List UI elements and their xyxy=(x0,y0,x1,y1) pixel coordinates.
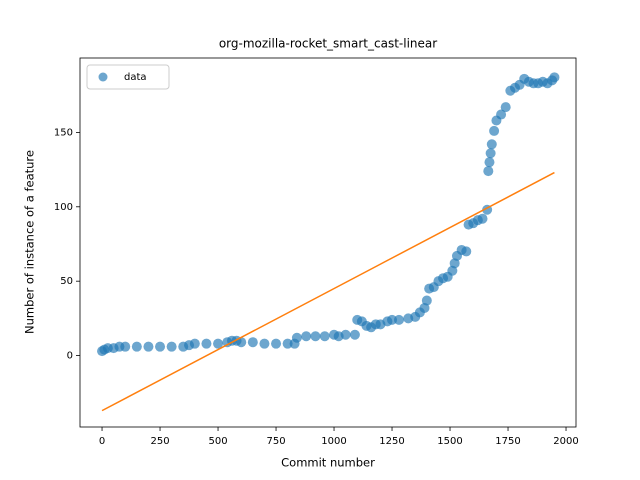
data-point xyxy=(421,295,432,306)
data-point xyxy=(483,166,494,177)
data-point xyxy=(247,337,258,348)
y-tick-label: 100 xyxy=(54,202,73,213)
data-point xyxy=(489,125,500,136)
data-point xyxy=(259,338,270,349)
data-point xyxy=(549,72,560,83)
data-point xyxy=(387,314,398,325)
data-point xyxy=(155,341,166,352)
data-point xyxy=(143,341,154,352)
y-tick-label: 0 xyxy=(67,351,73,362)
x-tick-label: 1750 xyxy=(495,436,520,447)
legend-label: data xyxy=(124,72,147,83)
x-axis-label: Commit number xyxy=(281,456,375,470)
x-tick-label: 500 xyxy=(208,436,227,447)
y-axis-label: Number of instance of a feature xyxy=(23,150,37,334)
y-tick-label: 150 xyxy=(54,127,73,138)
data-point xyxy=(500,102,511,113)
data-point xyxy=(166,341,177,352)
data-point xyxy=(201,338,212,349)
data-point xyxy=(484,157,495,168)
data-point xyxy=(340,329,351,340)
x-tick-label: 1250 xyxy=(379,436,404,447)
data-point xyxy=(393,314,404,325)
data-point xyxy=(282,338,293,349)
x-tick-label: 1500 xyxy=(437,436,462,447)
data-point xyxy=(291,332,302,343)
data-point xyxy=(461,246,472,257)
y-tick-label: 50 xyxy=(60,276,73,287)
data-point xyxy=(486,139,497,150)
data-point xyxy=(131,341,142,352)
legend-box xyxy=(86,64,170,90)
data-point xyxy=(310,331,321,342)
data-point xyxy=(236,337,247,348)
data-point xyxy=(271,338,282,349)
data-point xyxy=(213,338,224,349)
data-point xyxy=(301,331,312,342)
data-point xyxy=(496,109,507,120)
chart-title: org-mozilla-rocket_smart_cast-linear xyxy=(219,37,437,51)
data-point xyxy=(477,213,488,224)
data-point xyxy=(485,148,496,159)
x-tick-label: 250 xyxy=(150,436,169,447)
legend-marker xyxy=(98,72,108,82)
x-tick-label: 750 xyxy=(266,436,285,447)
plot-frame xyxy=(79,57,577,428)
x-tick-label: 2000 xyxy=(553,436,578,447)
data-point xyxy=(319,331,330,342)
x-tick-label: 1000 xyxy=(321,436,346,447)
fit-line xyxy=(101,171,555,412)
x-tick-label: 0 xyxy=(99,436,105,447)
data-point xyxy=(349,329,360,340)
data-point xyxy=(189,338,200,349)
data-point xyxy=(120,341,131,352)
